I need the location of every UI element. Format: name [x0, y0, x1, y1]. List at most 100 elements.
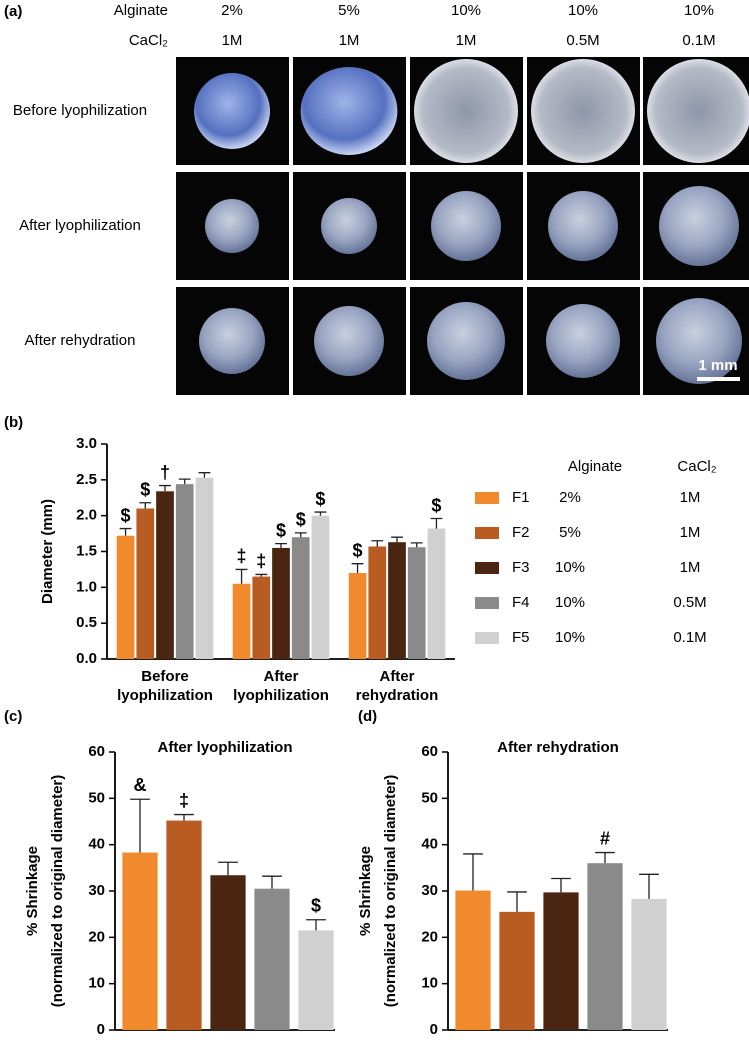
y-tick-label: 20	[421, 928, 438, 945]
bar	[232, 583, 251, 659]
legend-swatch	[475, 597, 499, 609]
error-bar	[198, 472, 211, 478]
error-bar	[159, 484, 171, 492]
cacl2-label: 1M	[456, 32, 477, 49]
legend-header: Alginate	[568, 458, 622, 475]
bar	[254, 888, 290, 1030]
y-tick-label: 0.5	[76, 614, 97, 631]
annotation: ‡	[237, 546, 247, 566]
bead	[205, 199, 259, 253]
annotation: $	[311, 895, 321, 915]
bead	[659, 186, 739, 266]
legend-alginate: 2%	[559, 489, 581, 506]
bar	[116, 535, 135, 659]
cacl2-label: 1M	[222, 32, 243, 49]
panel-label: (a)	[4, 3, 22, 20]
legend-label: F3	[512, 559, 530, 576]
x-tick-label: After rehydration	[355, 668, 439, 704]
legend-label: F2	[512, 524, 530, 541]
annotation: †	[160, 462, 170, 482]
y-tick-label: 50	[88, 789, 105, 806]
error-bar	[262, 875, 282, 889]
bead	[431, 191, 501, 261]
error-bar	[294, 532, 307, 538]
bar	[388, 542, 406, 659]
bar	[195, 477, 214, 659]
bead	[414, 59, 518, 163]
bar	[407, 547, 426, 659]
legend-swatch	[475, 632, 499, 644]
error-bar	[314, 511, 327, 516]
alginate-label: 10%	[451, 2, 481, 19]
annotation: ‡	[256, 551, 266, 571]
legend-alginate: 5%	[559, 524, 581, 541]
y-tick-label: 50	[421, 789, 438, 806]
bar	[291, 537, 310, 659]
alginate-label: 10%	[568, 2, 598, 19]
scale-bar-label: 1 mm	[698, 357, 737, 374]
annotation: $	[431, 495, 441, 515]
bar	[427, 528, 446, 659]
cacl2-label: 1M	[339, 32, 360, 49]
y-tick-label: 0.0	[76, 650, 97, 667]
y-tick-label: 60	[88, 743, 105, 760]
chart-title: After lyophilization	[158, 739, 293, 756]
panel-label: (c)	[4, 708, 22, 725]
bar	[455, 890, 491, 1030]
y-tick-label: 20	[88, 928, 105, 945]
annotation: $	[315, 489, 325, 509]
error-bar	[218, 861, 238, 876]
legend-cacl2: 1M	[680, 559, 701, 576]
cacl2-label: 0.1M	[682, 32, 715, 49]
bead	[531, 59, 635, 163]
bar	[631, 898, 667, 1030]
y-axis-label: Diameter (mm)	[39, 499, 56, 604]
error-bar	[275, 542, 287, 548]
alginate-label: 10%	[684, 2, 714, 19]
bar	[311, 515, 330, 659]
bead	[656, 298, 742, 384]
y-tick-label: 60	[421, 743, 438, 760]
error-bar	[306, 919, 326, 931]
annotation: &	[134, 775, 147, 795]
error-bar	[178, 478, 191, 485]
error-bar	[639, 873, 659, 899]
error-bar	[139, 502, 152, 509]
bar	[298, 930, 334, 1030]
error-bar	[507, 891, 527, 912]
y-tick-label: 30	[421, 882, 438, 899]
legend-cacl2: 0.5M	[673, 594, 706, 611]
row-label: After lyophilization	[19, 217, 141, 234]
bar	[272, 547, 290, 659]
bar	[348, 573, 367, 659]
bar	[499, 911, 535, 1030]
error-bar	[595, 851, 615, 864]
row-label: Before lyophilization	[13, 102, 147, 119]
alginate-label: 5%	[338, 2, 360, 19]
y-tick-label: 1.0	[76, 578, 97, 595]
bar	[587, 863, 623, 1030]
y-tick-label: 10	[421, 975, 438, 992]
legend-label: F1	[512, 489, 530, 506]
chart-title: After rehydration	[497, 739, 619, 756]
legend-cacl2: 1M	[680, 489, 701, 506]
error-bar	[174, 813, 194, 821]
bead	[194, 73, 270, 149]
panel-label: (b)	[4, 414, 23, 431]
y-tick-label: 0	[97, 1021, 105, 1038]
legend-alginate: 10%	[555, 559, 585, 576]
legend-cacl2: 1M	[680, 524, 701, 541]
error-bar	[463, 853, 483, 891]
bead	[647, 59, 749, 163]
y-axis-label: % Shrinkage	[357, 846, 374, 936]
annotation: ‡	[179, 790, 189, 810]
error-bar	[235, 568, 248, 584]
scale-bar	[697, 377, 740, 381]
bar	[136, 508, 155, 659]
y-tick-label: 3.0	[76, 435, 97, 452]
legend-swatch	[475, 492, 499, 504]
y-tick-label: 0	[430, 1021, 438, 1038]
error-bar	[351, 563, 364, 573]
bead	[548, 191, 618, 261]
